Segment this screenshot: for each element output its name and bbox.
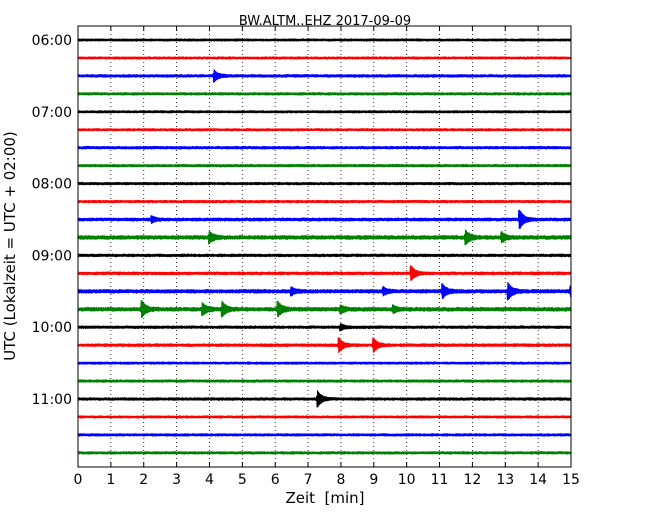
- x-tick-label: 5: [238, 472, 247, 488]
- trace-0700: [77, 110, 572, 114]
- x-tick-label: 4: [205, 472, 214, 488]
- trace-1015: [77, 337, 572, 354]
- trace-0645: [77, 92, 572, 96]
- x-tick-label: 11: [431, 472, 449, 488]
- traces: [77, 38, 572, 455]
- trace-1000: [77, 323, 572, 332]
- trace-1030: [77, 361, 572, 365]
- x-axis-ticks: 0 1 2 3 4 5 6 7 8 9 10 11 12 13 14 15: [74, 26, 580, 488]
- trace-1145: [77, 451, 572, 455]
- x-tick-label: 8: [336, 472, 345, 488]
- trace-1115: [77, 415, 572, 419]
- trace-0615: [77, 56, 572, 60]
- x-tick-label: 10: [398, 472, 416, 488]
- x-tick-label: 3: [172, 472, 181, 488]
- x-tick-label: 15: [562, 472, 580, 488]
- trace-0945: [77, 299, 572, 319]
- x-tick-label: 7: [304, 472, 313, 488]
- plot-frame: [77, 25, 572, 468]
- y-tick-label: 10:00: [32, 320, 72, 336]
- trace-0730: [77, 145, 572, 150]
- x-axis-label: Zeit [min]: [285, 489, 364, 507]
- x-tick-label: 1: [106, 472, 115, 488]
- trace-0900: [77, 253, 572, 258]
- x-tick-label: 12: [463, 472, 481, 488]
- y-tick-label: 08:00: [32, 177, 72, 193]
- trace-0930: [77, 281, 572, 301]
- grid: [110, 26, 539, 467]
- y-tick-label: 06:00: [32, 33, 72, 49]
- y-tick-label: 07:00: [32, 105, 72, 121]
- trace-1100: [77, 390, 572, 408]
- trace-0715: [77, 128, 572, 132]
- x-tick-label: 2: [139, 472, 148, 488]
- trace-1130: [77, 433, 572, 437]
- x-tick-label: 9: [369, 472, 378, 488]
- y-axis-ticks: 06:00 07:00 08:00 09:00 10:00 11:00: [32, 33, 571, 408]
- y-tick-label: 09:00: [32, 248, 72, 264]
- y-tick-label: 11:00: [32, 392, 72, 408]
- trace-0630: [77, 69, 572, 83]
- y-axis-label: UTC (Lokalzeit = UTC + 02:00): [1, 131, 19, 361]
- trace-0915: [77, 265, 572, 281]
- trace-0845: [77, 229, 572, 246]
- x-tick-label: 14: [529, 472, 547, 488]
- x-tick-label: 0: [74, 472, 83, 488]
- chart-title: BW.ALTM..EHZ 2017-09-09: [239, 14, 411, 29]
- trace-0745: [77, 163, 572, 168]
- trace-0600: [77, 38, 572, 42]
- trace-0800: [77, 181, 572, 186]
- x-tick-label: 13: [496, 472, 514, 488]
- trace-0830: [77, 209, 572, 230]
- x-tick-label: 6: [271, 472, 280, 488]
- trace-1045: [77, 379, 572, 383]
- trace-0815: [77, 199, 572, 204]
